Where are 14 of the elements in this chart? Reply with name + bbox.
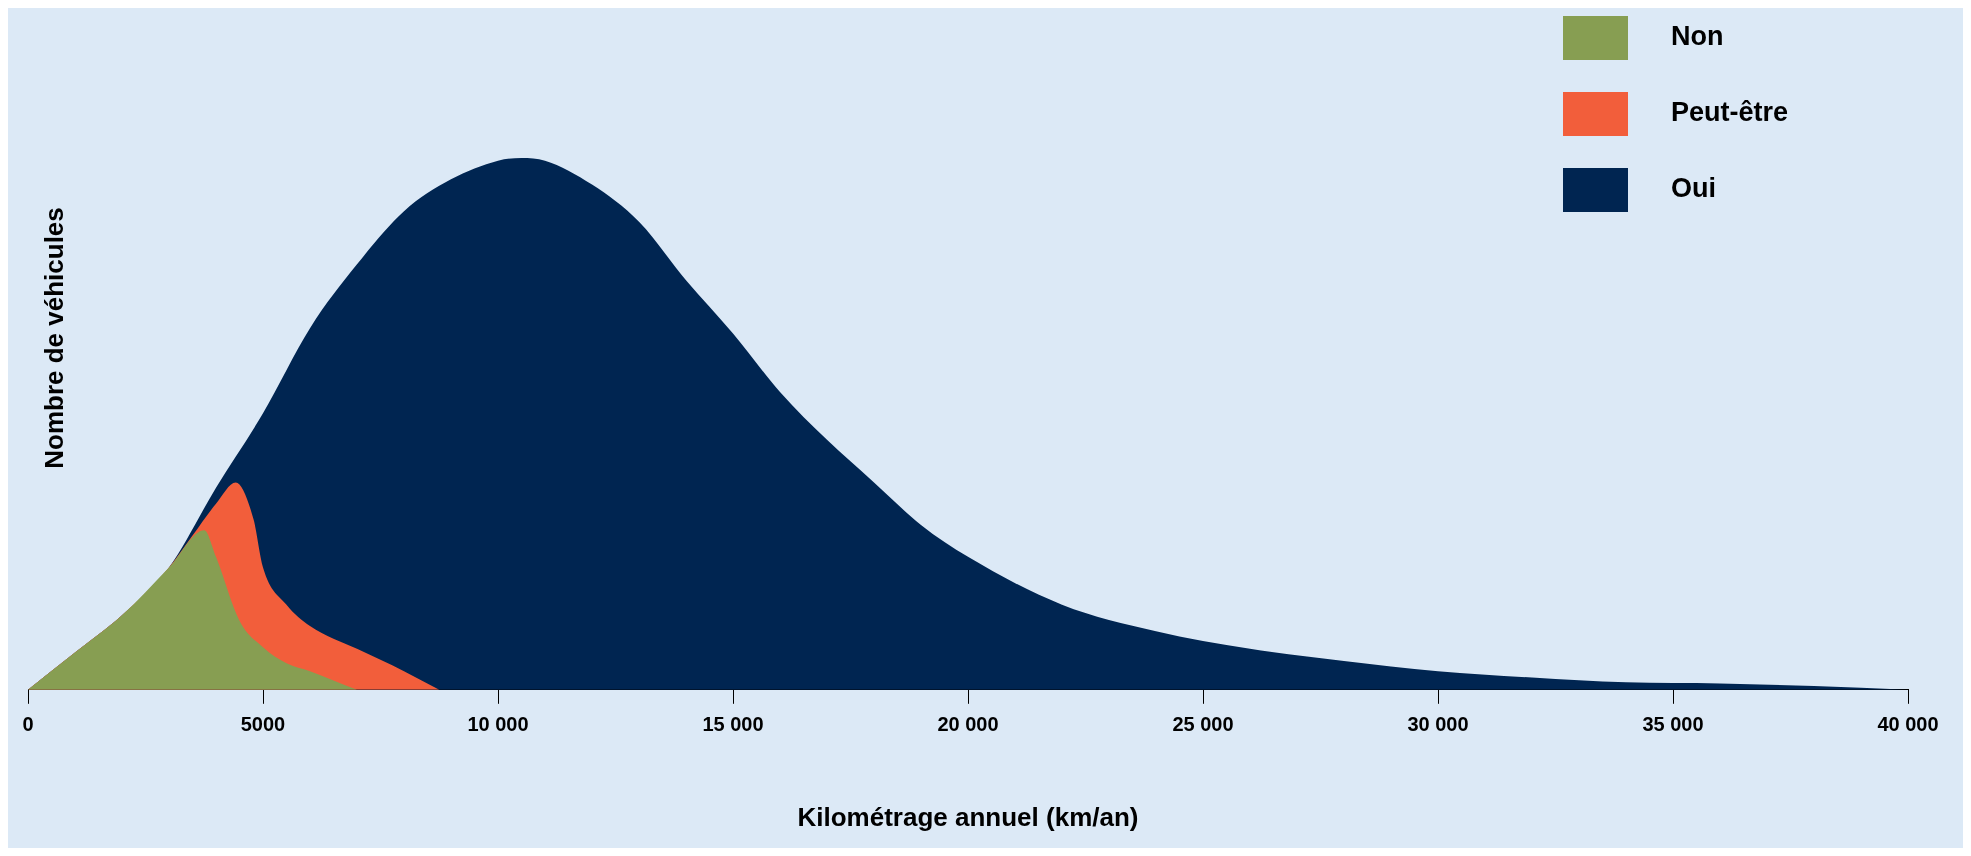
x-tick-label: 10 000 xyxy=(467,713,529,736)
x-tick-label: 35 000 xyxy=(1642,713,1704,736)
x-tick-label: 20 000 xyxy=(937,713,999,736)
x-tick-label: 5000 xyxy=(240,713,286,736)
legend-label: Non xyxy=(1671,21,1724,52)
x-tick-label: 30 000 xyxy=(1407,713,1469,736)
legend-label: Oui xyxy=(1671,173,1716,204)
x-tick-label: 15 000 xyxy=(702,713,764,736)
legend-label: Peut-être xyxy=(1671,97,1789,128)
x-tick-label: 25 000 xyxy=(1172,713,1234,736)
x-axis-title: Kilométrage annuel (km/an) xyxy=(797,801,1139,832)
x-tick-label: 0 xyxy=(22,713,34,736)
x-tick-label: 40 000 xyxy=(1877,713,1939,736)
y-axis-title: Nombre de véhicules xyxy=(39,207,70,469)
